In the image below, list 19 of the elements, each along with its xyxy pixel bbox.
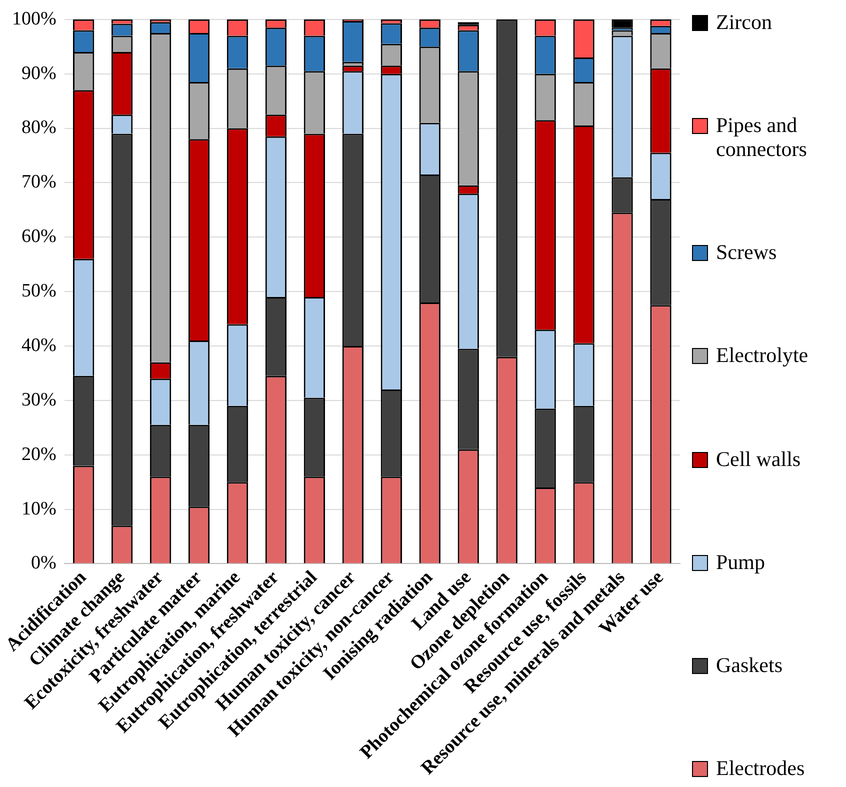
legend-label: Pipes and connectors bbox=[716, 113, 808, 162]
y-tick-label: 90% bbox=[22, 62, 56, 84]
y-tick-label: 40% bbox=[22, 334, 56, 356]
y-tick-label: 30% bbox=[22, 389, 56, 410]
legend-label: Pump bbox=[716, 550, 766, 574]
y-tick-label: 10% bbox=[22, 498, 56, 520]
legend-label: Screws bbox=[716, 240, 777, 264]
y-tick-label: 20% bbox=[22, 444, 56, 465]
y-tick-label: 50% bbox=[22, 280, 56, 302]
legend-label: Cell walls bbox=[716, 446, 801, 471]
y-tick-label: 70% bbox=[22, 172, 56, 193]
legend-label: Gaskets bbox=[716, 652, 782, 677]
y-tick-label: 60% bbox=[22, 226, 56, 248]
legend-label: Zircon bbox=[716, 10, 772, 34]
y-tick-label: 100% bbox=[12, 8, 56, 30]
legend-label: Electrolyte bbox=[716, 343, 808, 368]
y-tick-label: 0% bbox=[31, 552, 56, 574]
y-tick-label: 80% bbox=[22, 117, 56, 138]
legend-label: Electrodes bbox=[716, 756, 805, 780]
